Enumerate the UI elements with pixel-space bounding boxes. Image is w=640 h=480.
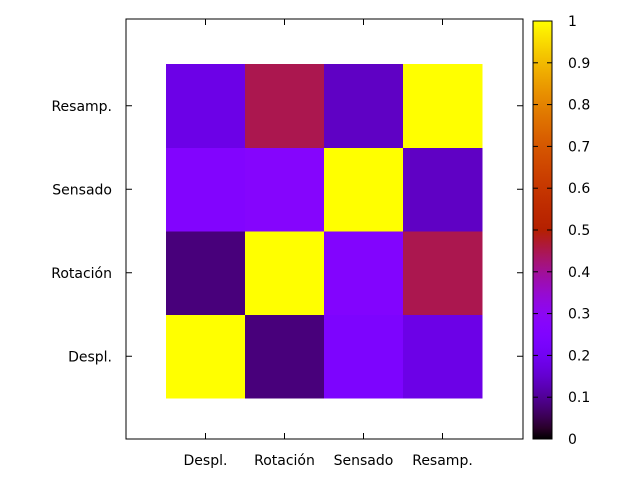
- colorbar-tick-label: 1: [568, 14, 577, 30]
- colorbar-tick-label: 0.9: [568, 56, 590, 72]
- x-tick-label: Sensado: [334, 453, 394, 469]
- heatmap-cell: [245, 64, 325, 148]
- colorbar-tick-label: 0.3: [568, 307, 590, 323]
- x-axis-labels: Despl. Rotación Sensado Resamp.: [184, 453, 473, 469]
- colorbar-ticks: 0 0.1 0.2 0.3 0.4 0.5 0.6 0.7 0.8 0.9 1: [533, 14, 590, 448]
- heatmap-cell: [324, 147, 404, 232]
- colorbar-tick-label: 0.6: [568, 181, 590, 197]
- heatmap-cell: [403, 231, 483, 315]
- colorbar-tick-label: 0.5: [568, 223, 590, 239]
- colorbar-tick-label: 0: [568, 432, 577, 448]
- y-axis-labels: Despl. Rotación Sensado Resamp.: [51, 99, 112, 366]
- heatmap-cell: [166, 314, 246, 399]
- heatmap-cells: [166, 64, 483, 399]
- heatmap-cell: [324, 231, 404, 315]
- colorbar-tick-label: 0.1: [568, 390, 590, 406]
- heatmap-cell: [324, 314, 404, 399]
- colorbar-tick-label: 0.4: [568, 265, 590, 281]
- colorbar-tick-label: 0.8: [568, 98, 590, 114]
- colorbar-tick-label: 0.2: [568, 348, 590, 364]
- heatmap-cell: [245, 147, 325, 232]
- axis-ticks: [126, 19, 523, 439]
- heatmap-cell: [324, 64, 404, 148]
- x-tick-label: Despl.: [184, 453, 228, 469]
- y-tick-label: Rotación: [51, 266, 112, 282]
- plot-frame: [125, 18, 524, 440]
- y-tick-label: Despl.: [68, 349, 112, 365]
- heatmap-cell: [166, 64, 246, 148]
- heatmap-cell: [403, 64, 483, 148]
- heatmap-cell: [403, 314, 483, 399]
- heatmap-cell: [166, 231, 246, 315]
- heatmap-cell: [245, 314, 325, 399]
- heatmap-cell: [166, 147, 246, 232]
- x-tick-label: Resamp.: [412, 453, 473, 469]
- heatmap-cell: [245, 231, 325, 315]
- x-tick-label: Rotación: [254, 453, 315, 469]
- y-tick-label: Resamp.: [51, 99, 112, 115]
- colorbar-tick-label: 0.7: [568, 139, 590, 155]
- heatmap-cell: [403, 147, 483, 232]
- y-tick-label: Sensado: [52, 182, 112, 198]
